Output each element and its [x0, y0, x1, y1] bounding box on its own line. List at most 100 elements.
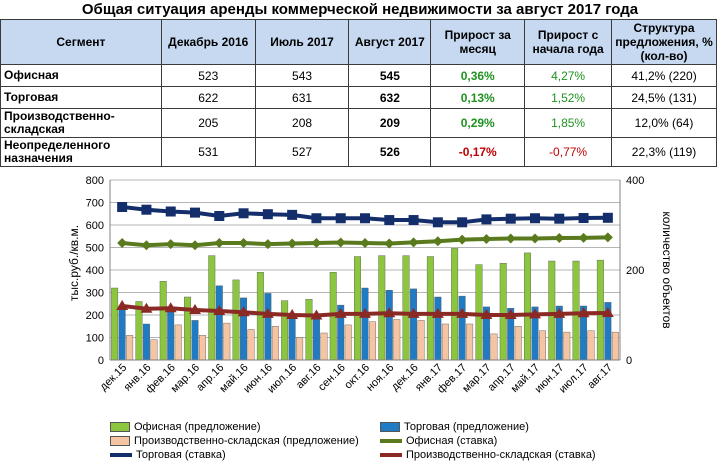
- legend-label: Производственно-складская (предложение): [134, 435, 359, 447]
- bar: [199, 335, 206, 361]
- y-tick-label: 600: [86, 220, 104, 232]
- data-point: [360, 238, 370, 248]
- y-tick-label: 500: [86, 243, 104, 255]
- bar: [563, 331, 571, 361]
- segment-name: Производственно-складская: [0, 108, 162, 138]
- header-aug2017: Август 2017: [348, 19, 432, 65]
- legend-item: Производственно-складская (предложение): [110, 435, 359, 448]
- bar: [142, 323, 150, 361]
- legend-item: Торговая (предложение): [380, 421, 529, 434]
- legend-swatch: [380, 422, 400, 433]
- bar: [548, 260, 556, 361]
- bar: [539, 330, 546, 361]
- data-point: [334, 307, 347, 318]
- legend-swatch: [110, 453, 132, 458]
- data-point: [165, 239, 176, 250]
- data-point: [117, 202, 128, 212]
- bar: [417, 320, 425, 361]
- bar: [596, 259, 604, 361]
- bar: [458, 295, 466, 361]
- data-point: [554, 213, 565, 224]
- x-tick-label: авг.17: [585, 362, 615, 392]
- data-point: [408, 215, 419, 226]
- legend-label: Торговая (предложение): [404, 421, 529, 433]
- cell-ytd: 1,52%: [524, 86, 613, 109]
- data-point: [529, 308, 541, 319]
- bar: [587, 330, 595, 361]
- bar: [361, 287, 369, 361]
- header-structure: Структура предложения, % (кол-во): [611, 19, 717, 65]
- data-point: [505, 213, 516, 224]
- bar: [271, 326, 279, 361]
- cell-dec2016: 531: [160, 137, 256, 167]
- data-point: [480, 309, 493, 319]
- bar: [466, 323, 474, 361]
- bar: [159, 281, 167, 361]
- data-point: [457, 234, 468, 245]
- table-row: Офисная 523 543 545 0,36% 4,27% 41,2% (2…: [0, 64, 717, 87]
- data-point: [311, 213, 322, 224]
- bar: [344, 324, 352, 361]
- data-point: [481, 214, 492, 225]
- data-point: [165, 206, 176, 217]
- data-point: [578, 213, 589, 224]
- data-point: [141, 204, 152, 215]
- y-tick-label: 200: [86, 310, 104, 322]
- bar: [320, 332, 328, 361]
- data-point: [238, 208, 249, 219]
- data-point: [578, 232, 589, 243]
- data-point: [456, 307, 469, 318]
- legend-swatch: [380, 453, 402, 458]
- data-point: [287, 238, 298, 249]
- cell-structure: 22,3% (119): [611, 137, 717, 167]
- bar: [111, 287, 119, 361]
- cell-structure: 24,5% (131): [611, 86, 717, 109]
- bar: [281, 300, 289, 361]
- cell-jul2017: 527: [254, 137, 350, 167]
- data-point: [190, 207, 200, 218]
- table-row: Торговая 622 631 632 0,13% 1,52% 24,5% (…: [0, 86, 717, 109]
- y2-axis-label: количество объектов: [660, 211, 674, 328]
- bar: [174, 324, 182, 361]
- data-point: [505, 233, 516, 244]
- table-row: Неопределенного назначения 531 527 526 -…: [0, 137, 717, 167]
- y-tick-label: 800: [86, 175, 104, 187]
- cell-dec2016: 523: [160, 64, 256, 87]
- bar: [354, 256, 361, 361]
- combo-chart: 01002003004005006007008000200400дек.15ян…: [67, 175, 674, 396]
- bar: [611, 331, 619, 361]
- data-point: [262, 209, 273, 220]
- bar: [247, 329, 255, 361]
- cell-dec2016: 205: [160, 108, 256, 138]
- data-point: [213, 304, 226, 315]
- legend-swatch: [110, 422, 130, 433]
- data-point: [407, 307, 420, 318]
- bar: [305, 299, 313, 361]
- cell-ytd: 1,85%: [524, 108, 613, 138]
- bar: [490, 333, 498, 361]
- cell-aug2017: 526: [348, 137, 432, 167]
- bar: [499, 263, 507, 361]
- segment-table: Сегмент Декабрь 2016 Июль 2017 Август 20…: [0, 19, 717, 167]
- cell-jul2017: 631: [254, 86, 350, 109]
- bar: [385, 290, 393, 361]
- data-point: [383, 307, 396, 318]
- legend-swatch: [110, 436, 130, 447]
- bar: [572, 260, 580, 361]
- bar: [150, 339, 158, 361]
- cell-aug2017: 632: [348, 86, 432, 109]
- data-point: [286, 309, 299, 319]
- legend-label: Производственно-складская (ставка): [406, 449, 596, 461]
- bar: [426, 256, 434, 361]
- data-point: [408, 237, 419, 248]
- cell-structure: 41,2% (220): [611, 64, 717, 87]
- bar: [369, 321, 376, 361]
- data-point: [214, 211, 225, 221]
- legend-swatch: [380, 439, 402, 444]
- data-point: [164, 302, 177, 313]
- y-tick-label: 400: [86, 265, 104, 277]
- bar: [184, 296, 191, 361]
- bar: [126, 335, 134, 361]
- bar: [434, 296, 442, 361]
- segment-name: Торговая: [0, 86, 162, 109]
